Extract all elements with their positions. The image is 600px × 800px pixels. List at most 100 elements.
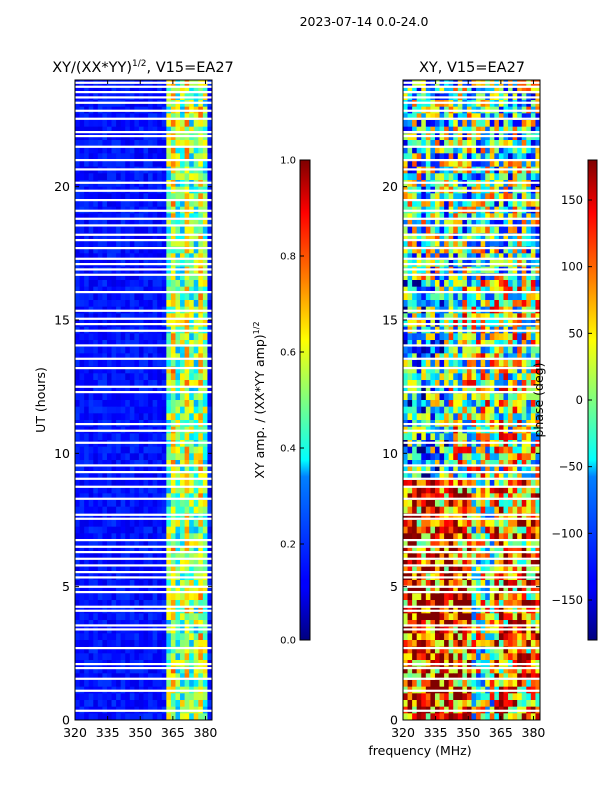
heatmap-cell — [148, 333, 154, 341]
heatmap-cell — [207, 566, 213, 574]
heatmap-cell — [508, 126, 513, 134]
heatmap-cell — [116, 613, 122, 621]
heatmap-cell — [530, 373, 536, 381]
heatmap-cell — [175, 560, 181, 568]
heatmap-cell — [517, 280, 523, 288]
heatmap-cell — [84, 700, 90, 708]
heatmap-cell — [93, 273, 99, 281]
heatmap-cell — [439, 500, 445, 508]
heatmap-cell — [526, 480, 532, 488]
heatmap-cell — [170, 600, 176, 608]
heatmap-cell — [430, 393, 436, 401]
heatmap-cell — [143, 566, 149, 574]
heatmap-cell — [198, 113, 204, 121]
heatmap-cell — [453, 433, 459, 441]
heatmap-cell — [508, 340, 513, 348]
heatmap-cell — [175, 466, 181, 474]
heatmap-cell — [180, 553, 185, 561]
heatmap-cell — [79, 480, 85, 488]
heatmap-cell — [148, 540, 154, 548]
heatmap-cell — [88, 293, 94, 301]
heatmap-cell — [111, 346, 117, 354]
heatmap-cell — [480, 400, 486, 408]
heatmap-cell — [430, 360, 436, 368]
heatmap-cell — [462, 380, 468, 388]
heatmap-cell — [466, 346, 472, 354]
heatmap-cell — [207, 226, 213, 234]
heatmap-cell — [152, 480, 158, 488]
heatmap-cell — [75, 380, 80, 388]
heatmap-cell — [189, 513, 195, 521]
heatmap-cell — [116, 593, 122, 601]
heatmap-cell — [184, 366, 190, 374]
heatmap-cell — [471, 460, 477, 468]
heatmap-cell — [88, 613, 94, 621]
heatmap-cell — [138, 406, 144, 414]
heatmap-cell — [526, 86, 532, 94]
heatmap-cell — [93, 640, 99, 648]
heatmap-cell — [198, 680, 204, 688]
heatmap-cell — [462, 406, 468, 414]
heatmap-cell — [138, 300, 144, 308]
heatmap-cell — [198, 160, 204, 168]
heatmap-cell — [430, 466, 436, 474]
heatmap-cell — [175, 273, 181, 281]
amp-colorbar-label-main: XY amp. / (XX*YY amp) — [252, 334, 267, 478]
heatmap-cell — [498, 113, 504, 121]
heatmap-cell — [512, 213, 518, 221]
heatmap-cell — [448, 446, 454, 454]
heatmap-cell — [184, 666, 190, 674]
heatmap-cell — [111, 466, 117, 474]
heatmap-cell — [198, 553, 204, 561]
heatmap-cell — [116, 113, 122, 121]
heatmap-cell — [161, 406, 167, 414]
heatmap-cell — [434, 400, 440, 408]
heatmap-cell — [93, 533, 99, 541]
heatmap-cell — [202, 86, 208, 94]
heatmap-cell — [79, 566, 85, 574]
heatmap-cell — [138, 213, 144, 221]
heatmap-cell — [166, 520, 172, 528]
heatmap-cell — [79, 460, 85, 468]
heatmap-cell — [202, 300, 208, 308]
heatmap-cell — [425, 406, 431, 414]
heatmap-cell — [79, 173, 85, 181]
heatmap-cell — [494, 300, 500, 308]
heatmap-cell — [425, 280, 431, 288]
heatmap-cell — [430, 233, 436, 241]
heatmap-cell — [457, 433, 463, 441]
heatmap-cell — [457, 280, 463, 288]
heatmap-cell — [111, 453, 117, 461]
heatmap-cell — [148, 713, 154, 721]
heatmap-cell — [134, 380, 140, 388]
heatmap-cell — [157, 460, 163, 468]
heatmap-cell — [498, 160, 504, 168]
heatmap-cell — [489, 373, 495, 381]
heatmap-cell — [116, 233, 122, 241]
heatmap-cell — [75, 486, 80, 494]
heatmap-cell — [111, 146, 117, 154]
heatmap-cell — [430, 340, 436, 348]
heatmap-cell — [198, 313, 204, 321]
heatmap-cell — [120, 640, 126, 648]
heatmap-cell — [88, 153, 94, 161]
heatmap-cell — [466, 220, 472, 228]
heatmap-cell — [79, 273, 85, 281]
heatmap-cell — [434, 473, 440, 481]
heatmap-cell — [102, 480, 108, 488]
heatmap-cell — [79, 380, 85, 388]
heatmap-cell — [517, 333, 523, 341]
heatmap-cell — [421, 513, 427, 521]
heatmap-cell — [93, 513, 99, 521]
heatmap-cell — [97, 700, 103, 708]
heatmap-cell — [416, 433, 422, 441]
heatmap-cell — [97, 380, 103, 388]
heatmap-cell — [97, 253, 103, 261]
heatmap-cell — [462, 480, 468, 488]
heatmap-cell — [79, 146, 85, 154]
heatmap-cell — [102, 520, 108, 528]
heatmap-cell — [161, 200, 167, 208]
heatmap-cell — [138, 380, 144, 388]
heatmap-cell — [129, 653, 135, 661]
heatmap-cell — [143, 153, 149, 161]
